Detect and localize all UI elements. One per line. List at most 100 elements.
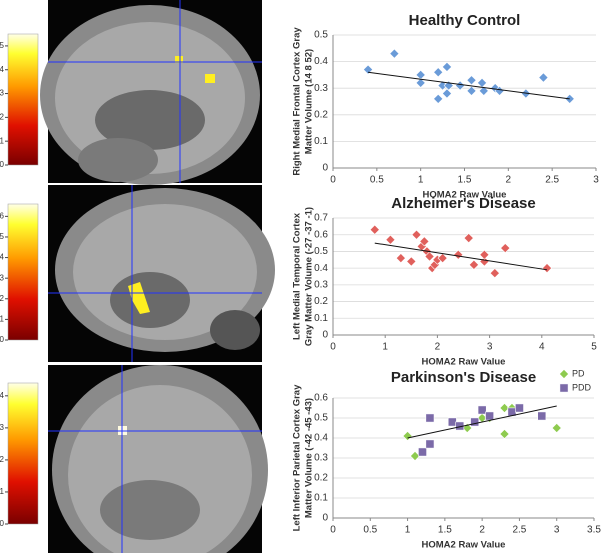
- point: [470, 417, 480, 427]
- y-tick-label: 0.1: [314, 136, 328, 147]
- point: [433, 67, 444, 78]
- point: [515, 403, 524, 413]
- point: [538, 72, 549, 83]
- point: [363, 64, 374, 75]
- y-tick-label: 0.4: [314, 263, 328, 274]
- point: [537, 411, 547, 421]
- point: [395, 253, 406, 264]
- point: [385, 234, 396, 245]
- colorbar: [7, 382, 39, 525]
- brain-image-2: [48, 185, 275, 362]
- colorbar-tick-label: 0: [0, 519, 5, 528]
- x-tick-label: 3: [487, 342, 493, 353]
- legend-label: PDD: [572, 382, 592, 392]
- point: [466, 75, 477, 86]
- y-tick-label: 0.1: [314, 493, 328, 504]
- point: [415, 77, 426, 88]
- colorbar-tick-label: 4: [0, 391, 5, 400]
- point: [499, 428, 510, 440]
- x-tick-label: 3: [554, 525, 560, 536]
- point: [463, 233, 474, 244]
- point: [441, 61, 452, 72]
- colorbar-tick-label: 4: [0, 253, 5, 262]
- y-tick-label: 0.3: [314, 279, 328, 290]
- y-tick-label: 0.4: [314, 56, 328, 67]
- colorbar-tick-label: 1: [0, 315, 5, 324]
- colorbar-tick-label: 2: [0, 294, 5, 303]
- colorbar-tick-label: 0: [0, 160, 5, 169]
- x-tick-label: 2: [479, 525, 485, 536]
- trend-line: [407, 405, 557, 439]
- y-tick-label: 0.5: [314, 30, 328, 41]
- point: [485, 411, 494, 421]
- y-tick-label: 0.5: [314, 246, 328, 257]
- y-tick-label: 0.3: [314, 83, 328, 94]
- y-axis-label: Gray Matter Volume (-27 -37 -1): [304, 207, 315, 346]
- y-axis-label: Matter Volume (-42 -45 -43): [304, 398, 315, 518]
- point: [425, 413, 435, 423]
- point: [369, 224, 380, 235]
- point: [437, 253, 448, 264]
- point: [541, 263, 553, 274]
- y-tick-label: 0: [322, 163, 328, 174]
- point: [402, 430, 413, 442]
- x-axis-label: HOMA2 Raw Value: [422, 357, 506, 368]
- y-tick-label: 0.2: [314, 296, 328, 307]
- x-tick-label: 1: [382, 342, 388, 353]
- colorbar-tick-label: 1: [0, 136, 5, 145]
- point: [433, 93, 444, 104]
- point: [477, 405, 487, 415]
- x-tick-label: 3.5: [587, 525, 601, 536]
- colorbar: [7, 33, 39, 166]
- point: [411, 229, 422, 240]
- colorbar-tick-label: 3: [0, 423, 5, 432]
- point: [441, 88, 452, 99]
- x-tick-label: 0: [330, 525, 336, 536]
- point: [455, 80, 466, 91]
- point: [551, 422, 562, 434]
- point: [489, 268, 500, 279]
- y-axis-label: Left Inferior Parietal Cortex Gray: [292, 384, 303, 531]
- point: [477, 77, 488, 88]
- chart-title: Parkinson's Disease: [391, 369, 536, 386]
- point: [468, 259, 479, 270]
- point: [453, 249, 464, 260]
- colorbar-tick-label: 3: [0, 89, 5, 98]
- x-axis-label: HOMA2 Raw Value: [423, 190, 507, 201]
- x-axis-label: HOMA2 Raw Value: [422, 540, 506, 551]
- x-tick-label: 2: [435, 342, 441, 353]
- trend-line: [374, 242, 548, 271]
- point: [419, 236, 430, 247]
- x-tick-label: 1: [405, 525, 411, 536]
- x-tick-label: 0: [330, 175, 336, 186]
- x-tick-label: 1.5: [438, 525, 452, 536]
- point: [406, 256, 417, 267]
- x-tick-label: 4: [539, 342, 545, 353]
- y-tick-label: 0: [322, 513, 328, 524]
- legend-swatch: [559, 383, 569, 393]
- y-axis-label: Matter Volume (14 8 52): [304, 49, 315, 154]
- point: [389, 48, 400, 59]
- brain-image-1: [40, 0, 262, 185]
- x-tick-label: 0.5: [363, 525, 377, 536]
- x-tick-label: 1.5: [458, 175, 472, 186]
- legend-label: PD: [572, 368, 585, 378]
- colorbar-tick-label: 4: [0, 65, 5, 74]
- colorbar-tick-label: 0: [0, 335, 5, 344]
- brain-image-3: [48, 365, 268, 558]
- colorbar-tick-label: 1: [0, 487, 5, 496]
- colorbar: [7, 203, 39, 341]
- chart-title: Alzheimer's Disease: [391, 195, 535, 212]
- y-tick-label: 0.3: [314, 453, 328, 464]
- colorbar-tick-label: 5: [0, 232, 5, 241]
- y-tick-label: 0.4: [314, 433, 328, 444]
- y-axis-label: Right Medial Frontal Cortex Gray: [292, 27, 303, 176]
- y-tick-label: 0.7: [314, 213, 328, 224]
- x-tick-label: 0.5: [370, 175, 384, 186]
- point: [447, 417, 457, 427]
- colorbar-tick-label: 2: [0, 455, 5, 464]
- legend-swatch: [558, 368, 570, 380]
- x-tick-label: 0: [330, 342, 336, 353]
- point: [500, 243, 511, 254]
